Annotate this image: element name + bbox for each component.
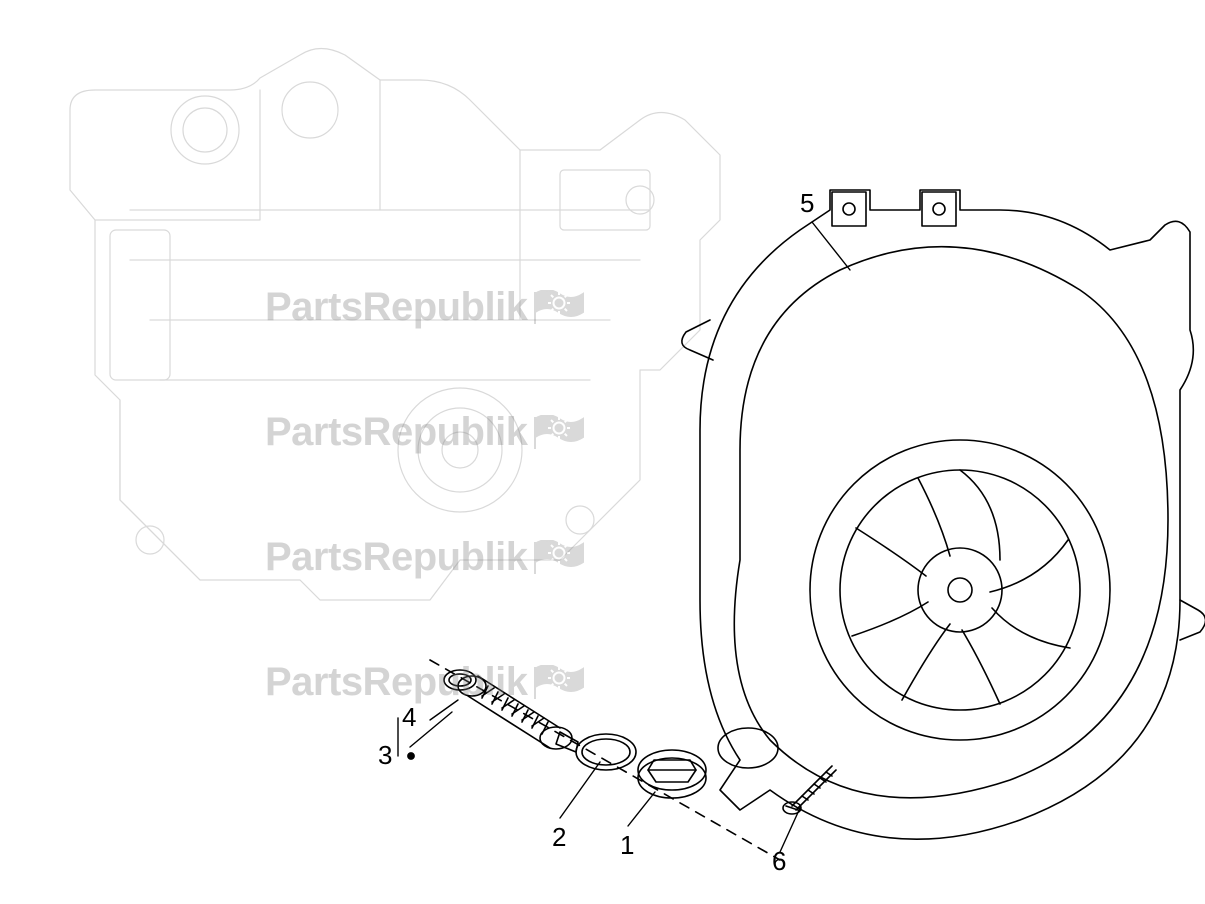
watermark-text: PartsRepublik (265, 410, 527, 455)
parts-diagram-svg (0, 0, 1205, 904)
watermark-3: PartsRepublik (265, 535, 585, 580)
flag-icon (533, 290, 585, 326)
watermark-text: PartsRepublik (265, 660, 527, 705)
diagram-stage: 1 2 3 4 5 6 PartsRepublik (0, 0, 1205, 904)
callout-4: 4 (402, 702, 416, 733)
flag-icon (533, 665, 585, 701)
watermark-text: PartsRepublik (265, 285, 527, 330)
part-oring-large (576, 734, 636, 770)
watermark-4: PartsRepublik (265, 660, 585, 705)
flag-icon (533, 415, 585, 451)
watermark-2: PartsRepublik (265, 410, 585, 455)
callout-6: 6 (772, 846, 786, 877)
part-screw (783, 766, 836, 814)
callout-5: 5 (800, 188, 814, 219)
watermark-text: PartsRepublik (265, 535, 527, 580)
callout-1: 1 (620, 830, 634, 861)
flag-icon (533, 540, 585, 576)
callout-2: 2 (552, 822, 566, 853)
callout-3: 3 (378, 740, 392, 771)
part-plug (638, 750, 706, 798)
watermark-1: PartsRepublik (265, 285, 585, 330)
part-cover (682, 190, 1205, 839)
